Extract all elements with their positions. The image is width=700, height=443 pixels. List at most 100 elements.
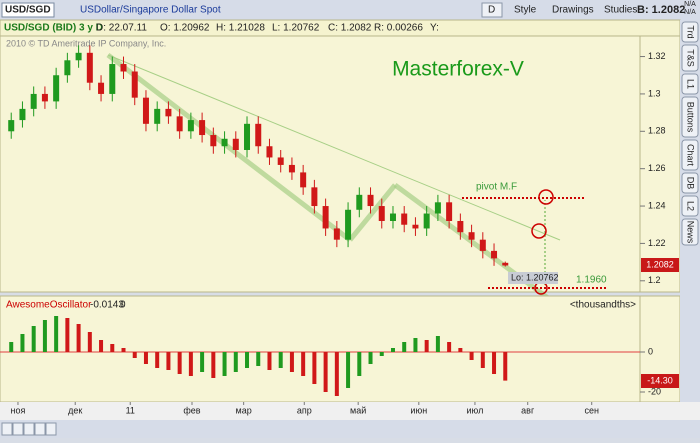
studies-button[interactable]: Studies: [604, 5, 637, 16]
oscillator-title: AwesomeOscillator: [6, 300, 92, 311]
oscillator-bar: [166, 352, 171, 370]
candle-body: [266, 146, 273, 158]
oscillator-bar: [323, 352, 328, 392]
candle-body: [457, 220, 464, 233]
info-open: O: 1.20962: [160, 23, 210, 34]
x-tick-label: фев: [183, 405, 200, 415]
candle-body: [244, 123, 251, 150]
last-price: 1.2082: [646, 259, 674, 269]
last-osc-box: [641, 374, 679, 388]
candle-body: [41, 93, 48, 102]
candle-body: [502, 262, 509, 266]
description[interactable]: USDollar/Singapore Dollar Spot: [80, 5, 221, 16]
side-tab-label: T&S: [686, 49, 696, 67]
oscillator-bar: [402, 342, 407, 352]
oscillator-bar: [256, 352, 261, 366]
y-tick-label: 1.22: [648, 238, 666, 248]
candle-body: [8, 120, 15, 132]
oscillator-bar: [480, 352, 485, 368]
oscillator-zero: 0: [120, 300, 126, 311]
side-tab-label: News: [686, 221, 696, 244]
side-tab[interactable]: [681, 96, 699, 138]
side-tab[interactable]: [681, 139, 699, 171]
x-tick-label: 11: [126, 405, 135, 415]
x-tick-label: сен: [584, 405, 599, 415]
oscillator-bar: [379, 352, 384, 356]
oscillator-bar: [346, 352, 351, 388]
oscillator-bar: [143, 352, 148, 364]
x-tick-label: июл: [467, 405, 484, 415]
side-tab[interactable]: [681, 172, 699, 194]
candle-body: [345, 209, 352, 240]
x-tick-label: апр: [297, 405, 312, 415]
low-box: [508, 272, 558, 284]
marker: [538, 189, 554, 205]
x-tick-label: май: [350, 405, 366, 415]
side-tab-label: L1: [686, 79, 696, 89]
oscillator-bar: [390, 348, 395, 352]
oscillator-bar: [132, 352, 137, 358]
y-tick-label: 0: [648, 346, 653, 356]
oscillator-bar: [76, 324, 81, 352]
candle-body: [322, 206, 329, 229]
side-tab[interactable]: [681, 21, 699, 43]
candle-body: [210, 135, 217, 147]
drawings-button[interactable]: Drawings: [552, 5, 594, 16]
oscillator-bar: [245, 352, 250, 368]
oscillator-bar: [177, 352, 182, 374]
side-tab[interactable]: [681, 195, 699, 217]
oscillator-bar: [289, 352, 294, 372]
x-tick-label: авг: [521, 405, 535, 415]
side-tab[interactable]: [681, 73, 699, 95]
candle-body: [86, 52, 93, 83]
info-high: H: 1.21028: [216, 23, 265, 34]
oscillator-bar: [20, 334, 25, 352]
oscillator-bar: [312, 352, 317, 384]
candle-body: [300, 172, 307, 188]
oscillator-bar: [54, 316, 59, 352]
candle-body: [491, 250, 498, 259]
symbol-box[interactable]: [1, 2, 55, 18]
x-tick-label: дек: [68, 405, 82, 415]
oscillator-bar: [368, 352, 373, 364]
status-bar: [0, 420, 700, 438]
oscillator-bar: [278, 352, 283, 368]
candle-body: [232, 138, 239, 150]
candle-body: [333, 228, 340, 240]
candle-body: [423, 213, 430, 229]
last-price-box: [641, 258, 679, 272]
candle-body: [30, 93, 37, 109]
candle-body: [75, 52, 82, 61]
oscillator-bar: [435, 336, 440, 352]
y-tick-label: 1.24: [648, 200, 666, 210]
candle-body: [277, 157, 284, 165]
y-tick-label: -20: [648, 386, 661, 396]
candle-body: [311, 187, 318, 207]
candle-body: [288, 164, 295, 173]
candle-body: [98, 82, 105, 94]
side-tab-label: Chart: [686, 144, 696, 167]
candle-body: [19, 108, 26, 121]
na: N/A: [684, 1, 696, 8]
oscillator-bar: [42, 320, 47, 352]
oscillator-bar: [110, 344, 115, 352]
zoom-buttons[interactable]: [1, 422, 57, 436]
oscillator-bar: [31, 326, 36, 352]
info-low: L: 1.20762: [272, 23, 320, 34]
candle-body: [154, 108, 161, 124]
oscillator-bar: [357, 352, 362, 376]
oscillator-bar: [447, 342, 452, 352]
oscillator-bar: [65, 318, 70, 352]
side-tab[interactable]: [681, 218, 699, 246]
period-button[interactable]: [481, 2, 503, 18]
y-tick-label: 1.28: [648, 126, 666, 136]
info-close: C: 1.2082: [328, 23, 372, 34]
candle-body: [165, 108, 172, 117]
marker: [531, 223, 547, 239]
info-date: D: 22.07.11: [96, 23, 147, 34]
low-label: Lo: 1.20762: [511, 272, 559, 282]
oscillator-bar: [188, 352, 193, 376]
side-tab[interactable]: [681, 44, 699, 72]
style-button[interactable]: Style: [514, 5, 537, 16]
